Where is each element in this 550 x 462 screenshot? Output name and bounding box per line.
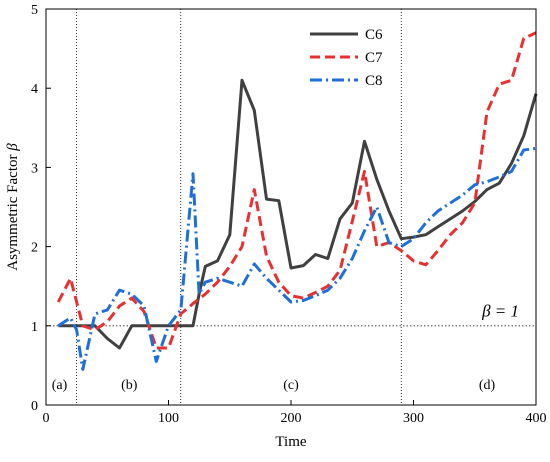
legend-label-c7: C7: [365, 50, 383, 66]
y-tick-label: 2: [31, 241, 38, 256]
x-tick-label: 200: [281, 411, 302, 426]
series-line-c7: [56, 31, 537, 350]
x-tick-label: 0: [43, 411, 50, 426]
series-line-c6: [58, 78, 538, 350]
x-tick-label: 300: [403, 411, 424, 426]
y-axis-label-symbol: β: [5, 143, 21, 152]
y-axis-label-text: Asymmetric Factor: [5, 155, 21, 271]
reference-line-label: β = 1: [481, 301, 519, 320]
y-tick-label: 5: [31, 3, 38, 18]
series-line-c8: [57, 146, 537, 371]
phase-label: (b): [121, 378, 138, 393]
phase-label: (d): [479, 378, 496, 393]
x-axis-label: Time: [275, 434, 306, 450]
phase-label: (a): [52, 378, 68, 393]
y-tick-label: 3: [31, 161, 38, 176]
legend-label-c6: C6: [365, 27, 383, 43]
y-tick-label: 0: [31, 399, 38, 414]
phase-label: (c): [283, 378, 299, 393]
y-tick-label: 1: [31, 320, 38, 335]
x-tick-label: 100: [158, 411, 179, 426]
x-tick-label: 400: [526, 411, 547, 426]
legend-label-c8: C8: [365, 73, 383, 89]
y-axis-label: Asymmetric Factor β: [5, 143, 21, 271]
y-tick-label: 4: [31, 82, 38, 97]
